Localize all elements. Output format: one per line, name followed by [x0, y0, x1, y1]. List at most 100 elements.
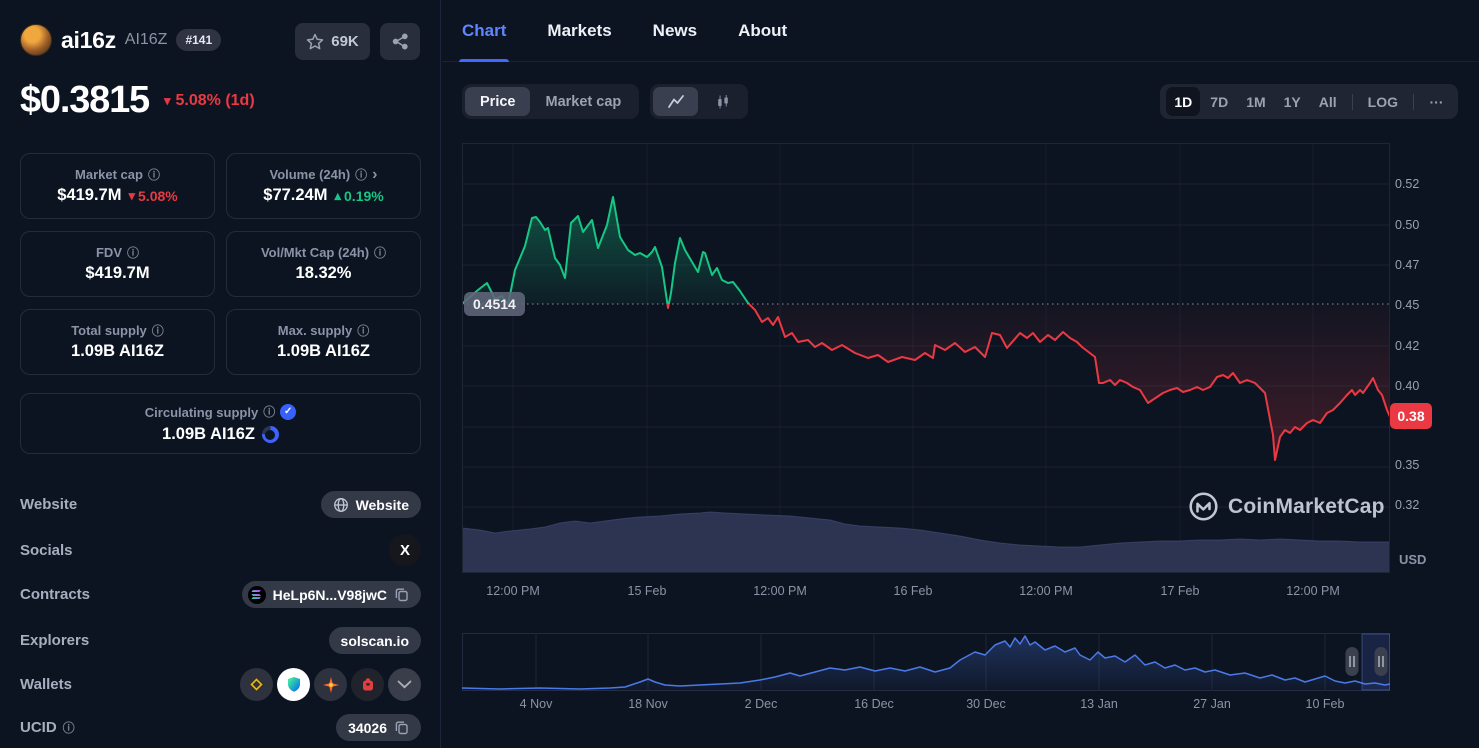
- coin-header: ai16z AI16Z #141: [20, 24, 221, 56]
- stat-value-text: $419.7M: [85, 265, 149, 282]
- x-axis-label: 12:00 PM: [1286, 584, 1340, 598]
- stat-card-market-cap[interactable]: Market cap ⓘ $419.7M ▾ 5.08%: [20, 153, 215, 219]
- y-axis-label: 0.42: [1395, 339, 1419, 353]
- stat-label: Total supply ⓘ: [71, 324, 164, 337]
- tab-chart[interactable]: Chart: [462, 0, 506, 61]
- stat-label-text: FDV: [96, 246, 122, 259]
- stat-card-circulating-supply[interactable]: Circulating supply ⓘ ✓ 1.09B AI16Z: [20, 393, 421, 454]
- range-1d-button[interactable]: 1D: [1166, 87, 1200, 116]
- coinmarketcap-logo-icon: [1188, 491, 1219, 522]
- metric-toggle: Price Market cap: [462, 84, 639, 119]
- mini-chart-svg[interactable]: [462, 633, 1390, 691]
- ucid-label: UCID ⓘ: [20, 719, 75, 736]
- caret-down-icon: ▾: [128, 189, 135, 202]
- log-scale-button[interactable]: LOG: [1360, 87, 1406, 116]
- section-tabs: Chart Markets News About: [442, 0, 1479, 62]
- trust-wallet-icon[interactable]: [277, 668, 310, 701]
- share-button[interactable]: [380, 23, 420, 60]
- stat-card-vol-mkt-cap[interactable]: Vol/Mkt Cap (24h) ⓘ 18.32%: [226, 231, 421, 297]
- brush-handle[interactable]: [1375, 647, 1388, 676]
- range-all-button[interactable]: All: [1311, 87, 1345, 116]
- solflare-wallet-icon[interactable]: [314, 668, 347, 701]
- stat-value: 1.09B AI16Z: [277, 343, 370, 360]
- currency-unit-label: USD: [1399, 552, 1426, 567]
- coin-detail-page: ai16z AI16Z #141 69K $0.3815 ▾ 5.08% (1d…: [0, 0, 1479, 748]
- metric-market-cap-button[interactable]: Market cap: [530, 87, 636, 116]
- stat-value-text: $77.24M: [263, 187, 327, 204]
- explorer-button[interactable]: solscan.io: [329, 627, 421, 654]
- explorer-name: solscan.io: [341, 633, 409, 649]
- stat-label: Volume (24h) ⓘ ›: [269, 168, 377, 181]
- more-wallets-button[interactable]: [388, 668, 421, 701]
- stat-label: FDV ⓘ: [96, 246, 139, 259]
- more-options-button[interactable]: ···: [1421, 87, 1452, 116]
- supply-progress-ring: [262, 426, 279, 443]
- stat-card-total-supply[interactable]: Total supply ⓘ 1.09B AI16Z: [20, 309, 215, 375]
- website-button[interactable]: Website: [321, 491, 421, 518]
- range-1y-button[interactable]: 1Y: [1276, 87, 1309, 116]
- range-1m-button[interactable]: 1M: [1238, 87, 1273, 116]
- x-axis-label: 15 Feb: [628, 584, 667, 598]
- stat-value-text: $419.7M: [57, 187, 121, 204]
- metric-price-button[interactable]: Price: [465, 87, 530, 116]
- wallets-row: Wallets: [20, 668, 421, 701]
- line-chart-type-button[interactable]: [653, 87, 698, 116]
- mini-axis-label: 16 Dec: [854, 697, 894, 711]
- x-axis-label: 16 Feb: [894, 584, 933, 598]
- wallets-label: Wallets: [20, 676, 72, 693]
- info-icon: ⓘ: [127, 247, 139, 259]
- chart-type-toggle: [650, 84, 748, 119]
- caret-up-icon: ▴: [334, 189, 341, 202]
- solana-icon: [248, 586, 266, 604]
- contracts-label: Contracts: [20, 586, 90, 603]
- copy-icon[interactable]: [394, 720, 409, 735]
- mini-axis-label: 10 Feb: [1306, 697, 1345, 711]
- mini-axis-label: 4 Nov: [520, 697, 553, 711]
- price-row: $0.3815 ▾ 5.08% (1d): [20, 79, 255, 122]
- info-icon: ⓘ: [63, 719, 75, 736]
- stat-card-max-supply[interactable]: Max. supply ⓘ 1.09B AI16Z: [226, 309, 421, 375]
- candlestick-chart-type-button[interactable]: [700, 87, 745, 116]
- stat-card-fdv[interactable]: FDV ⓘ $419.7M: [20, 231, 215, 297]
- contract-address-button[interactable]: HeLp6N...V98jwC: [242, 581, 421, 608]
- price-change: ▾ 5.08% (1d): [164, 92, 255, 110]
- stat-label: Vol/Mkt Cap (24h) ⓘ: [261, 246, 386, 259]
- mini-axis-label: 2 Dec: [745, 697, 778, 711]
- stat-card-volume[interactable]: Volume (24h) ⓘ › $77.24M ▴ 0.19%: [226, 153, 421, 219]
- chart-panel: Chart Markets News About Price Market ca…: [442, 0, 1479, 748]
- stat-label: Circulating supply ⓘ ✓: [145, 404, 296, 420]
- stat-value: $77.24M ▴ 0.19%: [263, 187, 383, 204]
- line-chart-icon: [667, 94, 685, 109]
- coin-avatar: [20, 24, 52, 56]
- stat-value: $419.7M ▾ 5.08%: [57, 187, 177, 204]
- candlestick-icon: [715, 94, 731, 110]
- watchlist-button[interactable]: 69K: [295, 23, 370, 60]
- verified-check-icon: ✓: [280, 404, 296, 420]
- x-axis-label: 12:00 PM: [753, 584, 807, 598]
- x-axis-label: 17 Feb: [1161, 584, 1200, 598]
- y-axis-label: 0.45: [1395, 298, 1419, 312]
- stat-value-text: 1.09B AI16Z: [162, 426, 255, 443]
- y-axis-label: 0.52: [1395, 177, 1419, 191]
- tab-news[interactable]: News: [653, 0, 697, 61]
- tab-about[interactable]: About: [738, 0, 787, 61]
- binance-wallet-icon[interactable]: [240, 668, 273, 701]
- backpack-wallet-icon[interactable]: [351, 668, 384, 701]
- open-price-label: 0.4514: [464, 292, 525, 316]
- brush-handle[interactable]: [1346, 647, 1359, 676]
- coin-name: ai16z: [61, 27, 116, 54]
- copy-icon[interactable]: [394, 587, 409, 602]
- y-axis-label: 0.50: [1395, 218, 1419, 232]
- coin-symbol: AI16Z: [125, 31, 168, 49]
- x-axis: 12:00 PM15 Feb12:00 PM16 Feb12:00 PM17 F…: [462, 584, 1390, 600]
- y-axis-label: 0.47: [1395, 258, 1419, 272]
- range-7d-button[interactable]: 7D: [1202, 87, 1236, 116]
- ucid-button[interactable]: 34026: [336, 714, 421, 741]
- ucid-row: UCID ⓘ 34026: [20, 714, 421, 741]
- mini-axis-label: 13 Jan: [1080, 697, 1118, 711]
- tab-markets[interactable]: Markets: [547, 0, 611, 61]
- ucid-label-text: UCID: [20, 719, 57, 736]
- x-twitter-icon[interactable]: X: [389, 534, 421, 566]
- website-row: Website Website: [20, 491, 421, 518]
- stat-label-text: Market cap: [75, 168, 143, 181]
